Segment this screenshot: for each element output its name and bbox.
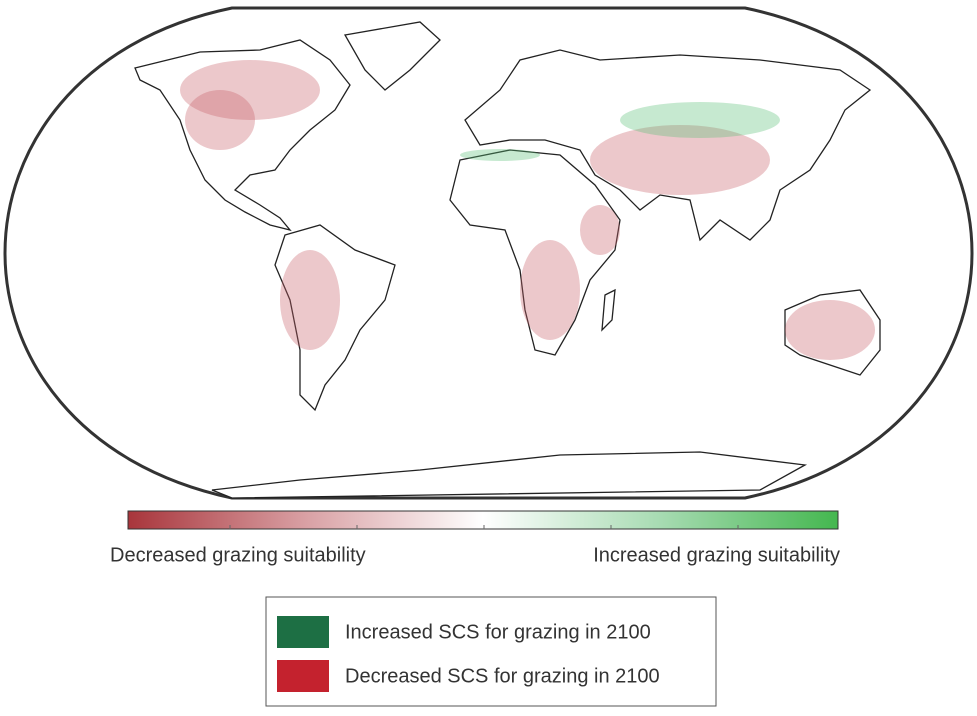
legend-label: Decreased SCS for grazing in 2100 xyxy=(345,665,660,687)
eurasia xyxy=(464,49,872,242)
colorbar xyxy=(127,510,839,530)
australia xyxy=(784,289,881,376)
colorbar-ticks xyxy=(229,525,739,529)
south-america xyxy=(274,224,396,412)
antarctica xyxy=(211,451,808,499)
north-america xyxy=(134,39,351,232)
legend: Increased SCS for grazing in 2100 Decreas… xyxy=(277,616,660,692)
legend-swatch xyxy=(277,660,329,692)
shading xyxy=(785,300,875,360)
colorbar-left-label: Decreased grazing suitability xyxy=(110,544,366,566)
colorbar-right-label: Increased grazing suitability xyxy=(593,544,840,566)
africa xyxy=(449,149,621,356)
suitability-shading xyxy=(180,60,875,360)
shading xyxy=(580,205,620,255)
shading xyxy=(620,102,780,138)
madagascar xyxy=(601,288,616,332)
shading xyxy=(460,149,540,161)
shading xyxy=(280,250,340,350)
continents xyxy=(134,21,881,499)
legend-swatch xyxy=(277,616,329,648)
legend-box xyxy=(265,596,717,707)
legend-label: Increased SCS for grazing in 2100 xyxy=(345,621,651,643)
greenland xyxy=(343,21,441,91)
shading xyxy=(520,240,580,340)
shading xyxy=(180,60,320,120)
shading xyxy=(590,125,770,195)
shading xyxy=(185,90,255,150)
